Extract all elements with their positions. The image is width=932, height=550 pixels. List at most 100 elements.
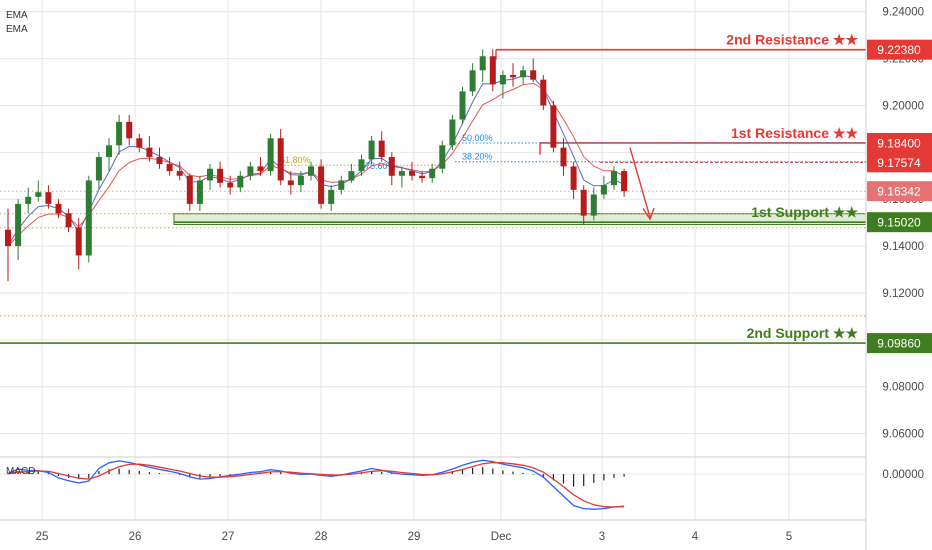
time-tick-label: 3: [599, 531, 605, 543]
candle-body: [590, 194, 597, 216]
candle-body: [318, 166, 325, 204]
fib-retracement: 61.80% 78.60% 50.00% 38.20%: [270, 133, 866, 171]
candle-body: [621, 171, 628, 192]
time-tick-label: 27: [222, 531, 235, 543]
fib-level-label: 38.20%: [462, 152, 493, 162]
candle-body: [106, 145, 112, 158]
time-tick-label: 28: [315, 531, 328, 543]
price-tag[interactable]: [867, 333, 932, 354]
candle-body: [449, 119, 456, 146]
candle-body: [287, 180, 294, 186]
time-tick-label: 5: [786, 531, 792, 543]
candle-body: [600, 185, 607, 195]
candle-body: [550, 105, 557, 148]
macd-label[interactable]: MACD: [6, 466, 35, 477]
candle-body: [25, 196, 32, 204]
candle-body: [469, 70, 476, 92]
price-tag[interactable]: [867, 212, 932, 233]
candle-body: [186, 175, 193, 204]
candle-body: [409, 171, 415, 176]
candle-body: [196, 180, 203, 204]
candle-body: [55, 203, 62, 214]
time-axis-ticks: 25 26 27 28 29 Dec 3 4 5: [36, 531, 793, 543]
candle-body: [388, 157, 395, 176]
candle-body: [570, 166, 577, 190]
price-tag-value: 9.22380: [877, 43, 921, 57]
candle-body: [611, 171, 617, 186]
time-tick-label: 25: [36, 531, 49, 543]
level-name-label: 1st Resistance ★★: [731, 125, 858, 141]
price-tag[interactable]: [867, 39, 932, 60]
candle-body: [297, 175, 304, 186]
candle-body: [328, 189, 335, 204]
time-tick-label: 29: [408, 531, 421, 543]
time-tick-label: 4: [692, 531, 699, 543]
fib-level-label: 50.00%: [462, 133, 493, 143]
ema-label-1[interactable]: EMA: [6, 10, 28, 21]
candle-body: [439, 145, 446, 169]
candle-body: [308, 166, 314, 176]
arrow-head: [642, 207, 655, 221]
candle-body: [35, 192, 42, 197]
fib-level-label: 61.80%: [280, 155, 311, 165]
level-name-label: 2nd Resistance ★★: [726, 32, 858, 48]
candle-body: [75, 227, 82, 256]
macd-tick-label: 0.00000: [882, 469, 924, 481]
price-tick-label: 9.08000: [882, 382, 924, 394]
arrow-shaft: [629, 147, 651, 218]
price-tag[interactable]: [867, 181, 932, 202]
candle-body: [227, 182, 234, 188]
time-tick-label: 26: [129, 531, 142, 543]
signal-line: [7, 461, 625, 508]
price-tag[interactable]: [867, 132, 932, 153]
candles: [5, 49, 628, 282]
ema-slow-line: [7, 82, 625, 247]
candle-body: [15, 203, 22, 247]
grid: [0, 0, 866, 520]
candle-body: [348, 171, 355, 181]
candle-body: [530, 70, 537, 80]
candle-body: [398, 171, 405, 176]
price-tag-value: 9.16342: [877, 185, 921, 199]
level-name-label: 1st Support ★★: [751, 204, 858, 220]
candle-body: [419, 175, 426, 179]
candle-body: [499, 74, 506, 85]
price-tick-label: 9.24000: [882, 7, 924, 19]
candle-body: [217, 168, 224, 183]
candle-body: [5, 229, 11, 247]
candle-body: [45, 192, 52, 204]
candle-body: [247, 166, 254, 176]
candle-body: [176, 171, 183, 176]
price-tick-label: 9.14000: [882, 241, 924, 253]
price-tag-value: 9.18400: [877, 136, 921, 150]
candle-body: [277, 138, 284, 181]
ema-label-2[interactable]: EMA: [6, 24, 28, 35]
candle-body: [560, 147, 567, 167]
candle-body: [95, 157, 102, 181]
candle-body: [540, 79, 547, 106]
macd-pane: [0, 459, 866, 510]
price-tag-value: 9.15020: [877, 216, 921, 230]
projection-arrow: [629, 147, 655, 221]
candle-body: [580, 189, 587, 216]
candle-body: [166, 164, 173, 172]
candle-body: [65, 213, 72, 228]
level-name-label: 2nd Support ★★: [747, 325, 859, 341]
candle-body: [116, 121, 123, 146]
price-tag[interactable]: [867, 152, 932, 173]
candle-body: [358, 159, 365, 172]
candle-body: [520, 70, 527, 78]
fib-level-label: 78.60%: [365, 161, 396, 171]
candle-body: [207, 168, 213, 181]
candle-body: [459, 91, 466, 120]
candle-body: [368, 140, 375, 160]
candle-body: [489, 56, 496, 85]
candle-body: [126, 121, 133, 139]
macd-axis-ticks: 0.00000: [882, 469, 924, 481]
price-tags: 9.22380 9.18400 9.17574 9.16342 9.15020 9.098…: [867, 39, 932, 354]
candle-body: [378, 140, 385, 158]
candle-body: [338, 180, 345, 190]
price-tick-label: 9.12000: [882, 288, 924, 300]
